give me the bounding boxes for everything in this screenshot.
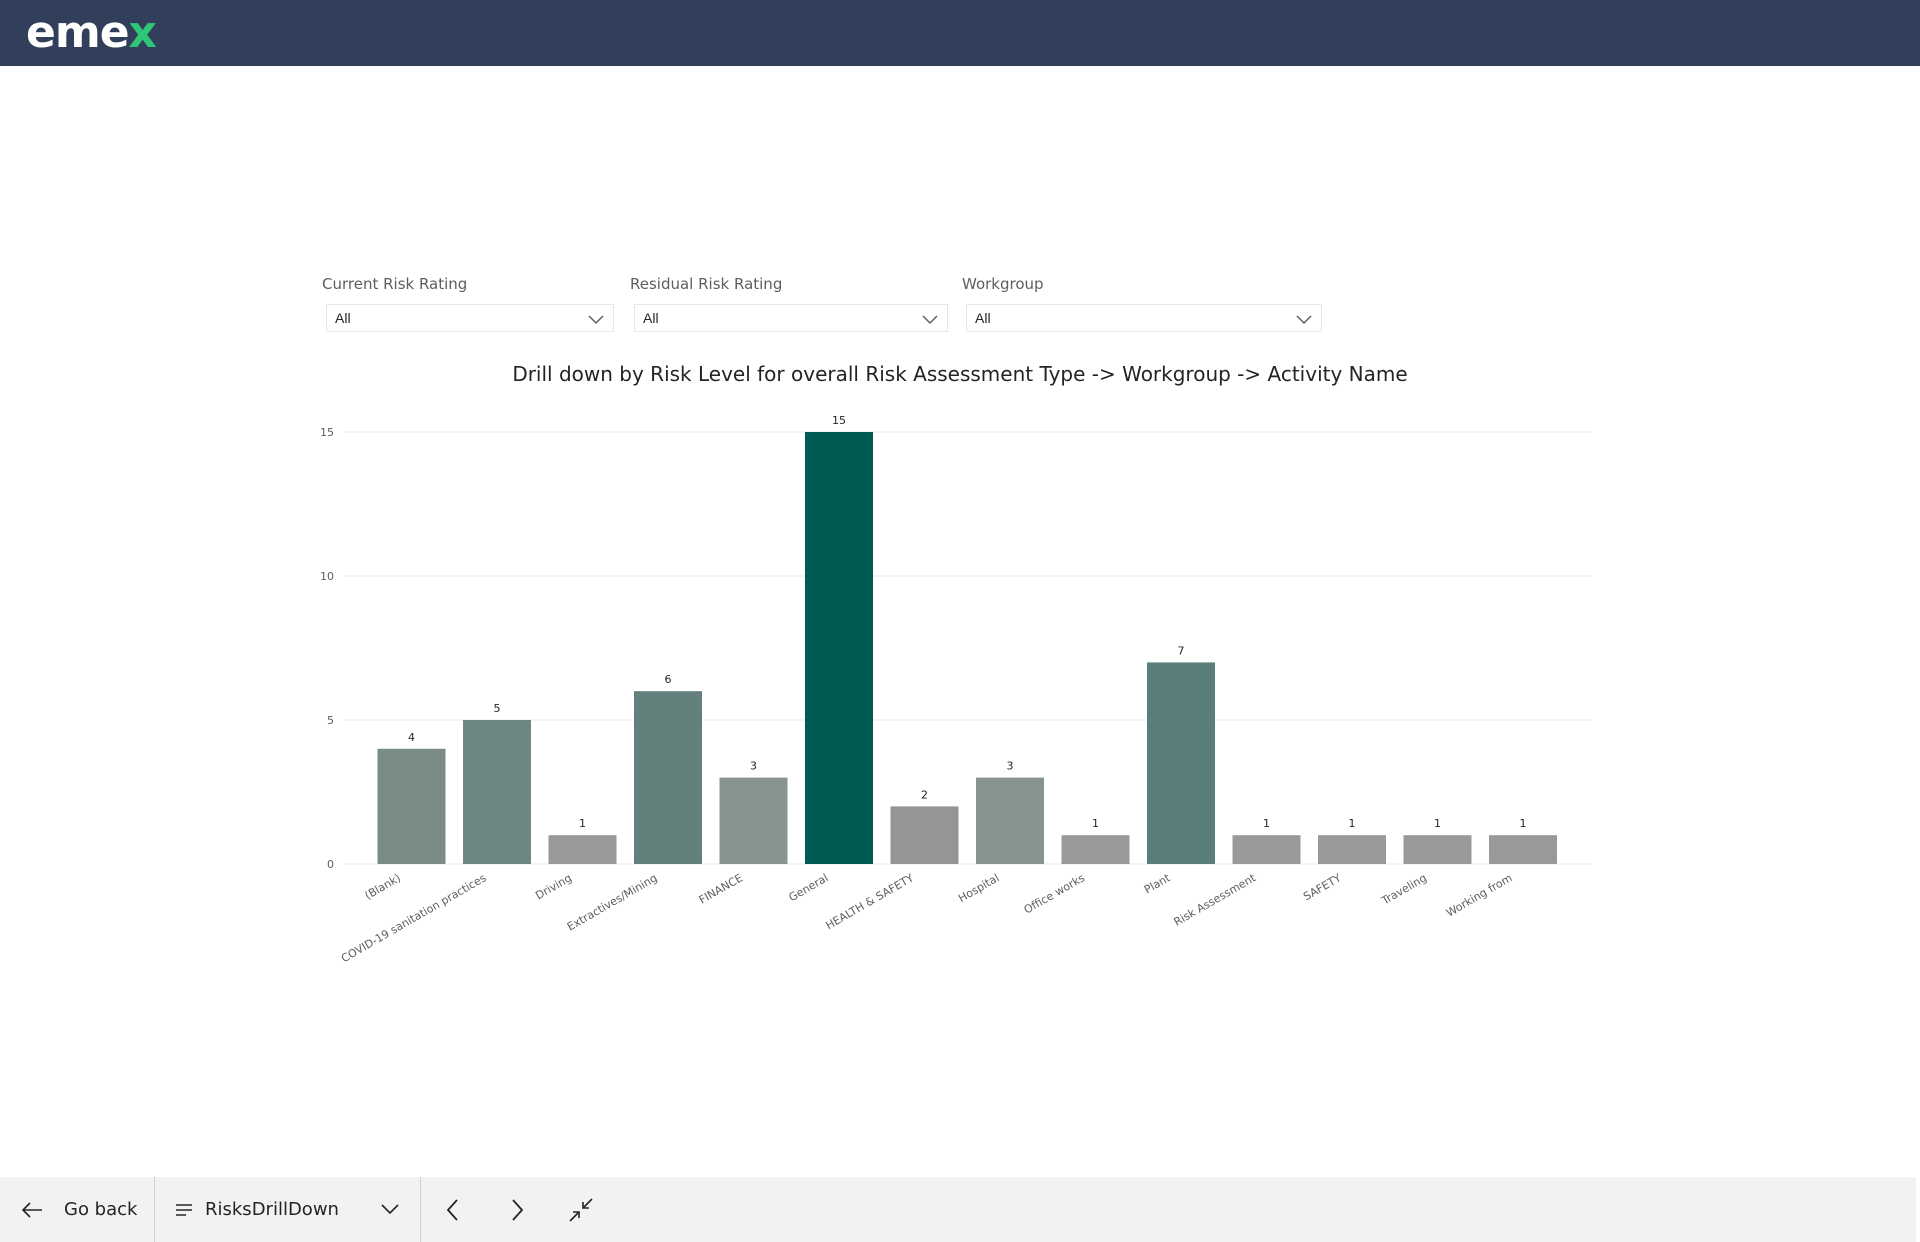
data-label: 1	[579, 817, 586, 830]
app-header: eme x	[0, 0, 1920, 66]
x-tick-label: Hospital	[956, 871, 1001, 905]
logo-text: eme	[26, 6, 130, 58]
bar[interactable]	[805, 432, 873, 864]
collapse-icon	[569, 1197, 593, 1222]
bar[interactable]	[1489, 835, 1557, 864]
data-label: 15	[832, 414, 846, 427]
lines-icon	[176, 1203, 192, 1216]
data-label: 1	[1092, 817, 1099, 830]
chevron-right-icon	[512, 1198, 524, 1221]
current-risk-rating-dropdown[interactable]: All	[326, 304, 614, 332]
y-tick-label: 10	[320, 570, 334, 583]
x-tick-label: COVID-19 sanitation practices	[339, 871, 489, 965]
bar[interactable]	[1147, 662, 1215, 864]
bar[interactable]	[1318, 835, 1386, 864]
bar[interactable]	[377, 748, 446, 864]
chevron-down-icon	[588, 315, 604, 325]
slicer-label: Workgroup	[962, 275, 1044, 293]
chevron-down-icon	[381, 1204, 399, 1215]
x-tick-label: Risk Assessment	[1172, 871, 1259, 929]
page-name: RisksDrillDown	[205, 1199, 339, 1220]
y-tick-label: 15	[320, 426, 334, 439]
dropdown-value: All	[335, 310, 351, 326]
chart-title: Drill down by Risk Level for overall Ris…	[512, 362, 1408, 386]
page-selector[interactable]: RisksDrillDown	[155, 1177, 421, 1242]
dropdown-value: All	[643, 310, 659, 326]
data-label: 4	[408, 731, 415, 744]
y-tick-label: 0	[327, 858, 334, 871]
slicer-label: Current Risk Rating	[322, 275, 468, 293]
x-tick-label: (Blank)	[362, 871, 403, 902]
x-tick-label: HEALTH & SAFETY	[823, 871, 916, 932]
bar-chart: 0 5 10 15 4 (Blank) 5 COVID-19 sanitation pract…	[320, 414, 1592, 965]
slicer-current-risk-rating: Current Risk Rating All	[322, 272, 614, 332]
x-tick-label: Extractives/Mining	[565, 871, 660, 933]
data-label: 3	[750, 760, 757, 773]
x-tick-label: Working from	[1444, 871, 1515, 919]
bar[interactable]	[976, 777, 1044, 864]
chevron-left-icon	[446, 1198, 458, 1221]
data-label: 1	[1263, 817, 1270, 830]
data-label: 7	[1178, 644, 1185, 657]
data-label: 1	[1520, 817, 1527, 830]
data-label: 6	[665, 673, 672, 686]
exit-fullscreen-button[interactable]	[549, 1177, 613, 1242]
arrow-left-icon	[21, 1201, 42, 1218]
emex-logo: eme x	[26, 4, 157, 60]
x-tick-label: Office works	[1022, 871, 1088, 916]
x-tick-label: Plant	[1142, 871, 1173, 896]
chevron-down-icon	[922, 315, 938, 325]
bar[interactable]	[548, 835, 617, 864]
slicer-label: Residual Risk Rating	[630, 275, 783, 293]
bar[interactable]	[890, 806, 959, 864]
data-label: 5	[494, 702, 501, 715]
residual-risk-rating-dropdown[interactable]: All	[634, 304, 948, 332]
report-footer: Go back RisksDrillDown	[0, 1177, 1916, 1242]
x-tick-label: SAFETY	[1301, 871, 1344, 903]
data-label: 1	[1434, 817, 1441, 830]
x-tick-label: Traveling	[1379, 871, 1429, 908]
bar[interactable]	[634, 691, 702, 864]
slicer-workgroup: Workgroup All	[962, 272, 1322, 332]
bar[interactable]	[1061, 835, 1130, 864]
workgroup-dropdown[interactable]: All	[966, 304, 1322, 332]
go-back-label: Go back	[64, 1199, 138, 1220]
bar[interactable]	[719, 777, 788, 864]
slicer-residual-risk-rating: Residual Risk Rating All	[630, 272, 948, 332]
bar[interactable]	[1403, 835, 1472, 864]
x-tick-label: FINANCE	[697, 871, 745, 906]
chevron-down-icon	[1296, 315, 1312, 325]
data-label: 2	[921, 788, 928, 801]
data-label: 1	[1349, 817, 1356, 830]
x-tick-label: General	[786, 871, 830, 904]
logo-accent: x	[128, 6, 157, 58]
go-back-button[interactable]: Go back	[0, 1177, 155, 1242]
y-tick-label: 5	[327, 714, 334, 727]
next-page-button[interactable]	[485, 1177, 549, 1242]
previous-page-button[interactable]	[421, 1177, 485, 1242]
x-tick-label: Driving	[533, 871, 574, 902]
data-label: 3	[1007, 760, 1014, 773]
dropdown-value: All	[975, 310, 991, 326]
bar[interactable]	[463, 720, 531, 864]
bar[interactable]	[1232, 835, 1301, 864]
